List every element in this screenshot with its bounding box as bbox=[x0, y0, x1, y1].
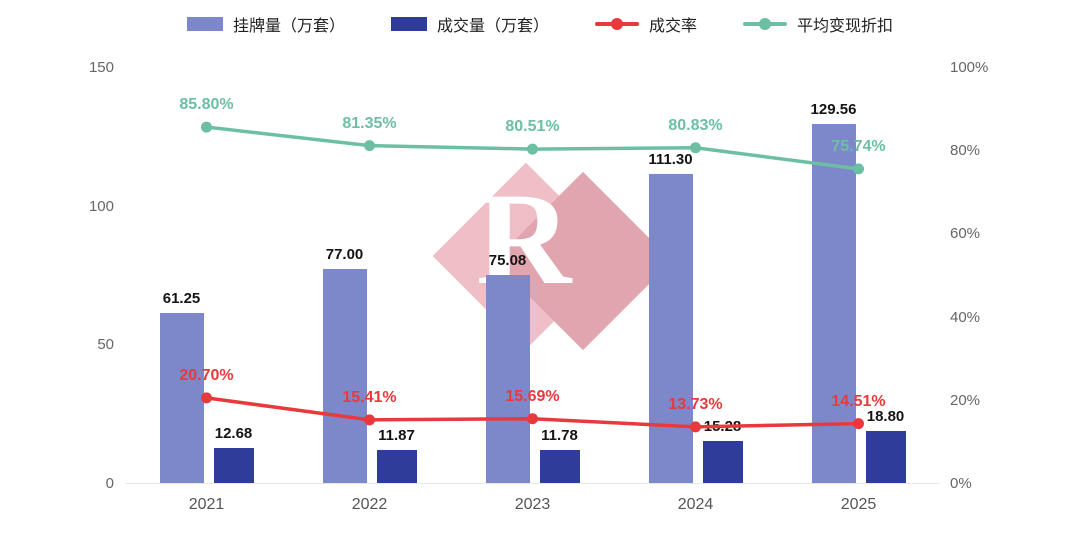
legend-bar-swatch bbox=[390, 17, 427, 31]
bar-series0-2024 bbox=[648, 174, 693, 483]
line-value-label: 14.51% bbox=[831, 392, 886, 410]
right-axis-tick: 80% bbox=[950, 142, 981, 160]
right-axis-tick: 40% bbox=[950, 308, 981, 326]
left-axis-tick: 0 bbox=[105, 475, 114, 492]
line-point bbox=[201, 121, 212, 133]
bar-series1-2025 bbox=[865, 430, 906, 483]
line-point bbox=[364, 140, 375, 152]
line-value-label: 13.73% bbox=[668, 395, 723, 413]
bar-value-label: 12.68 bbox=[214, 424, 253, 442]
bar-series1-2022 bbox=[376, 450, 417, 483]
line-value-label: 85.80% bbox=[179, 96, 234, 114]
line-point bbox=[527, 413, 538, 425]
line-value-label: 75.74% bbox=[831, 137, 886, 155]
legend-item-2: 成交率 bbox=[595, 12, 697, 36]
right-axis-tick: 100% bbox=[950, 59, 989, 76]
line-value-label: 80.51% bbox=[505, 118, 560, 136]
line-point bbox=[527, 143, 538, 155]
x-axis-label: 2023 bbox=[514, 496, 551, 513]
bar-value-label: 75.08 bbox=[488, 251, 527, 269]
right-axis-tick: 60% bbox=[950, 225, 981, 243]
x-axis-label: 2024 bbox=[677, 496, 714, 513]
line-point bbox=[690, 142, 701, 154]
bar-series0-2023 bbox=[485, 274, 530, 483]
line-point bbox=[853, 418, 864, 430]
plot-area: 61.25 77.00 75.08 111.30 129.56 12.68 11.87 11.… bbox=[125, 68, 940, 484]
right-axis-tick: 20% bbox=[950, 391, 981, 409]
bar-value-label: 11.87 bbox=[378, 427, 415, 445]
bar-series1-2023 bbox=[539, 450, 580, 483]
line-value-label: 80.83% bbox=[668, 116, 723, 134]
left-axis-tick: 150 bbox=[88, 59, 114, 76]
legend: 挂牌量（万套） 成交量（万套） 成交率 平均变现折扣 bbox=[0, 12, 1080, 36]
right-axis-tick: 0% bbox=[950, 475, 972, 492]
bar-series0-2021 bbox=[159, 313, 204, 483]
bar-value-label: 61.25 bbox=[162, 290, 201, 308]
legend-item-3: 平均变现折扣 bbox=[743, 12, 893, 36]
line-point bbox=[690, 421, 701, 433]
line-value-label: 20.70% bbox=[179, 366, 234, 384]
legend-item-0: 挂牌量（万套） bbox=[186, 12, 345, 36]
line-value-label: 81.35% bbox=[342, 114, 397, 132]
bar-series0-2022 bbox=[322, 269, 367, 483]
bar-value-label: 111.30 bbox=[648, 151, 693, 169]
bar-value-label: 11.78 bbox=[541, 427, 578, 445]
bar-value-label: 18.80 bbox=[866, 407, 905, 425]
legend-item-1: 成交量（万套） bbox=[390, 12, 549, 36]
legend-line-swatch bbox=[743, 18, 788, 30]
line-point bbox=[853, 163, 864, 175]
line-point bbox=[201, 392, 212, 404]
x-axis-label: 2025 bbox=[840, 496, 877, 513]
legend-line-dot bbox=[759, 18, 772, 30]
legend-label: 平均变现折扣 bbox=[797, 18, 894, 35]
bar-value-label: 77.00 bbox=[325, 246, 364, 264]
legend-line-swatch bbox=[595, 18, 639, 30]
line-value-label: 15.41% bbox=[342, 388, 397, 406]
legend-label: 成交量（万套） bbox=[436, 18, 549, 35]
legend-bar-swatch bbox=[186, 17, 223, 31]
line-point bbox=[364, 414, 375, 426]
bar-series1-2021 bbox=[213, 447, 254, 483]
x-axis-label: 2022 bbox=[351, 496, 388, 513]
bar-value-label: 129.56 bbox=[810, 100, 857, 118]
legend-line-dot bbox=[611, 18, 623, 30]
legend-label: 挂牌量（万套） bbox=[232, 18, 345, 35]
legend-label: 成交率 bbox=[649, 18, 698, 35]
left-axis-tick: 100 bbox=[88, 197, 114, 215]
bar-series1-2024 bbox=[702, 440, 743, 483]
line-value-label: 15.69% bbox=[505, 387, 560, 405]
x-axis-label: 2021 bbox=[188, 496, 225, 513]
left-axis-tick: 50 bbox=[97, 336, 114, 354]
line-series-layer bbox=[201, 121, 864, 433]
